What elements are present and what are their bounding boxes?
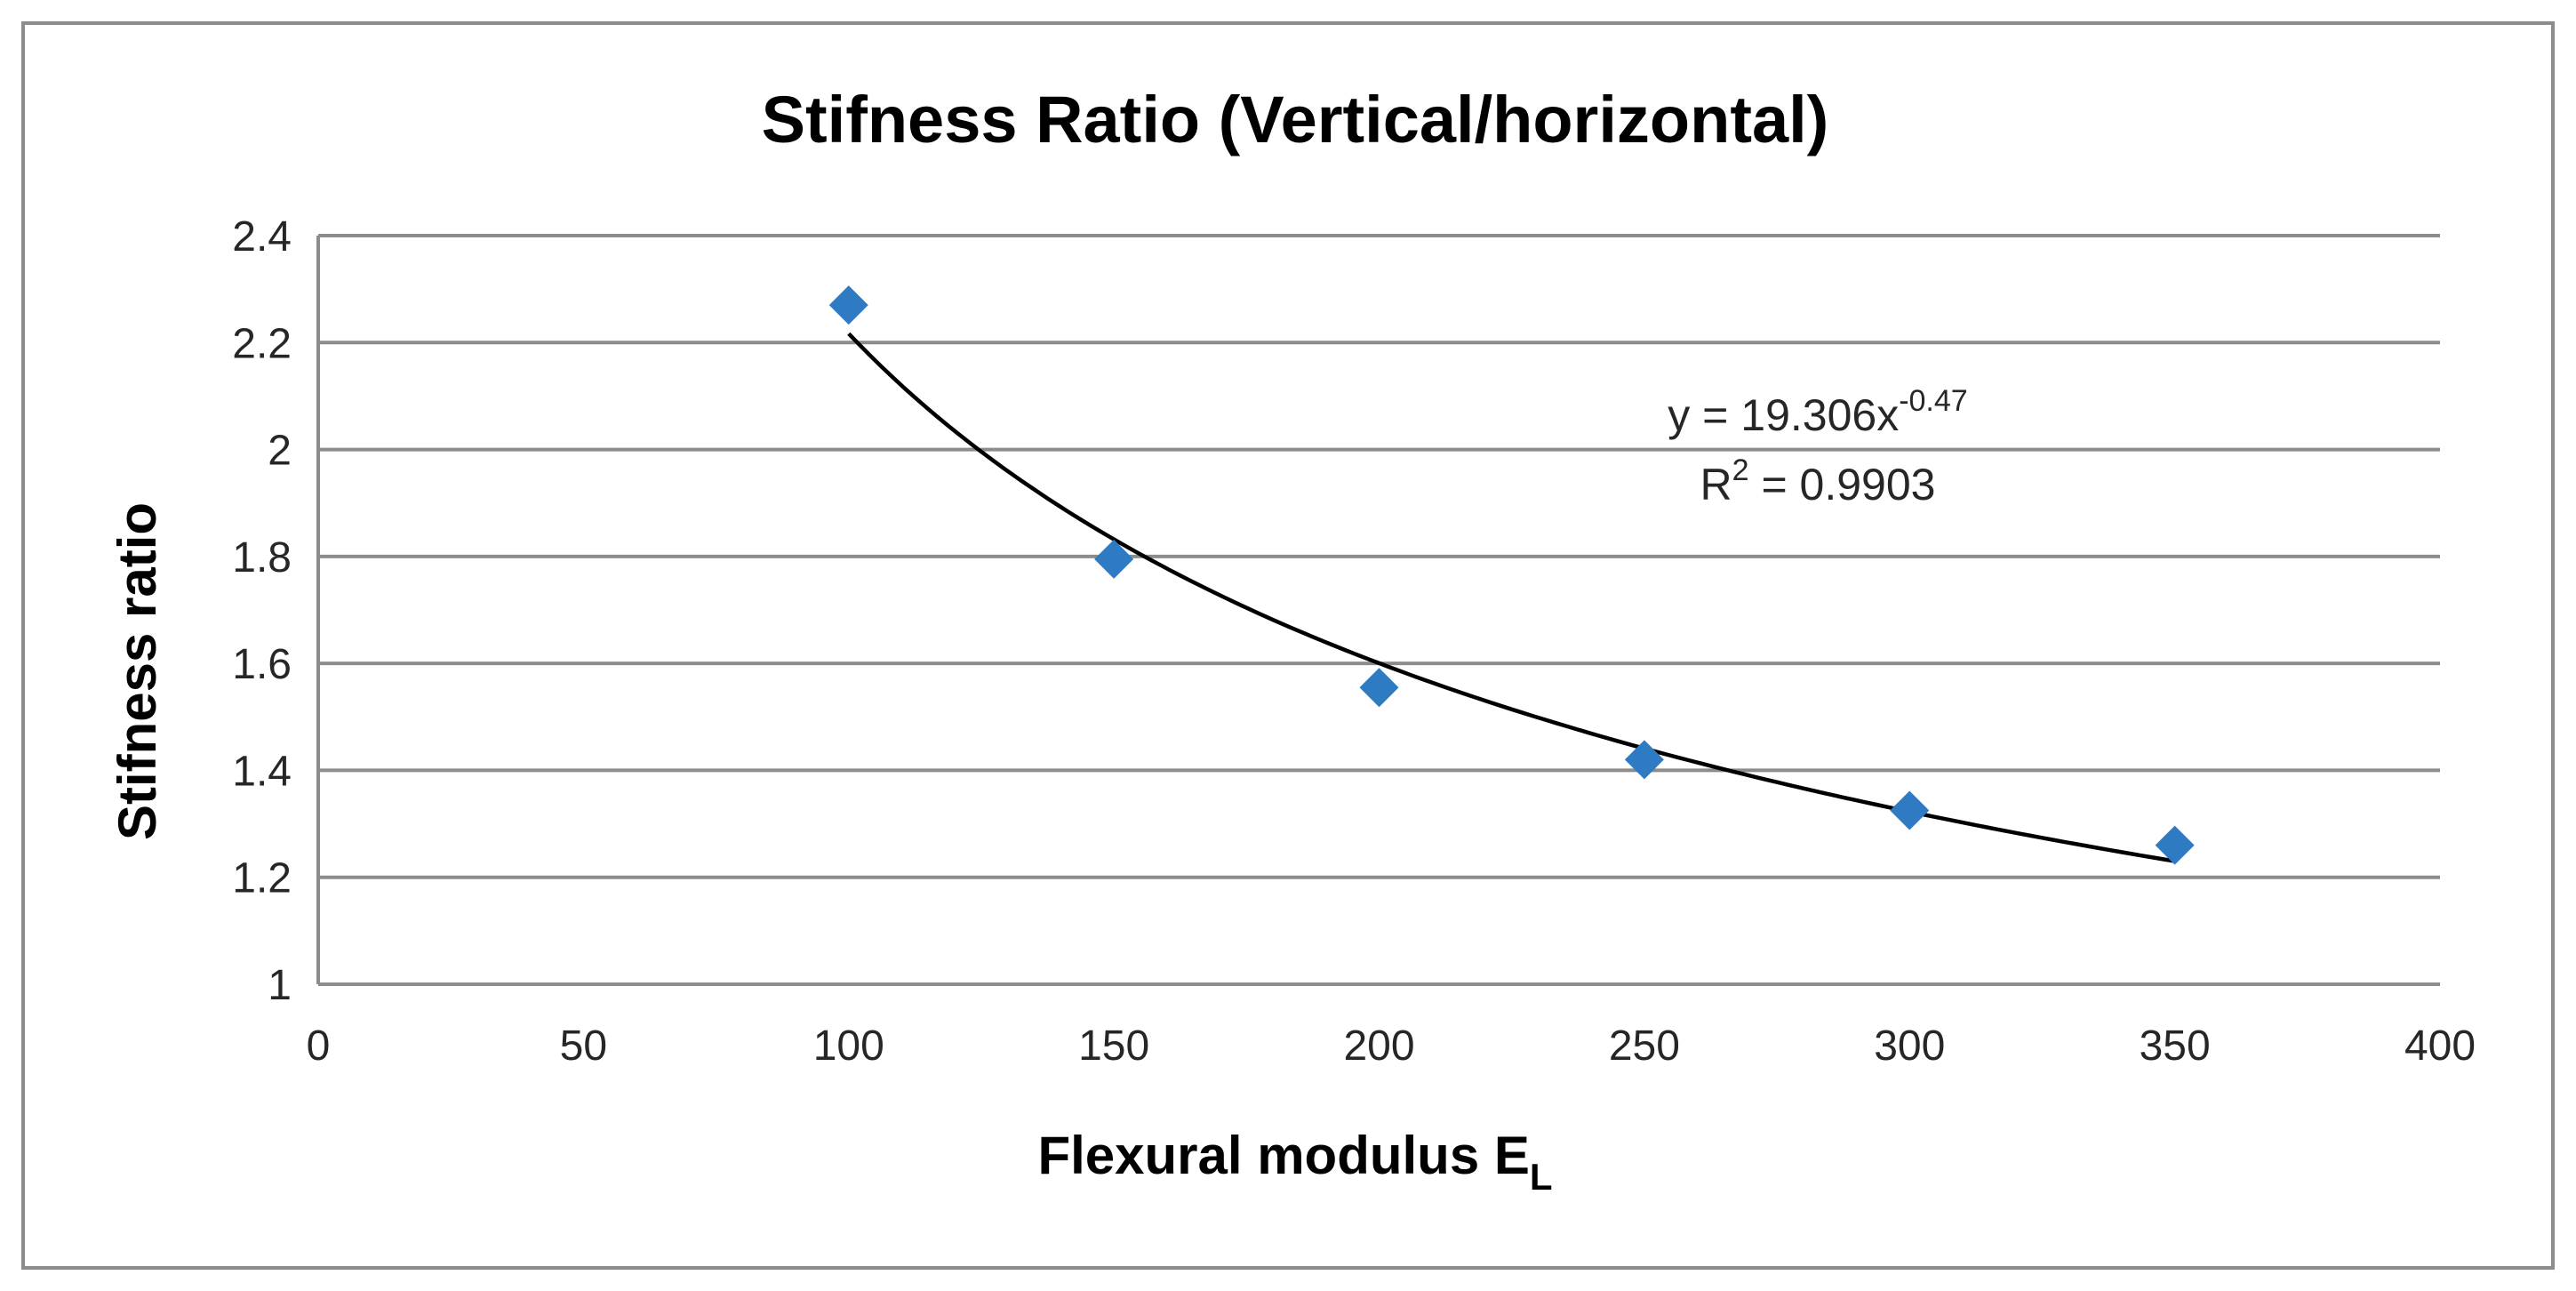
- x-tick-label: 150: [1078, 1022, 1149, 1070]
- data-point-diamond: [1094, 539, 1134, 579]
- x-tick-label: 50: [560, 1022, 607, 1070]
- data-point-diamond: [828, 285, 868, 325]
- trendline-equation-base: y = 19.306x: [1668, 390, 1899, 440]
- y-axis-title: Stifness ratio: [108, 502, 167, 840]
- chart-title: Stifness Ratio (Vertical/horizontal): [762, 83, 1829, 156]
- y-tick-label: 2.2: [232, 320, 292, 367]
- y-tick-label: 1.8: [232, 534, 292, 581]
- y-tick-label: 2.4: [232, 213, 292, 261]
- x-tick-label: 100: [813, 1022, 884, 1070]
- power-trendline: [847, 332, 2175, 863]
- data-point-diamond: [1890, 790, 1930, 830]
- x-axis-title-text: Flexural modulus E: [1037, 1126, 1529, 1185]
- r-squared-value: = 0.9903: [1749, 460, 1936, 509]
- chart-frame: [21, 21, 2555, 1270]
- x-axis-title: Flexural modulus EL: [1037, 1126, 1552, 1198]
- r-squared-letter: R: [1700, 460, 1732, 509]
- x-tick-label: 250: [1609, 1022, 1680, 1070]
- axes: [316, 236, 2440, 986]
- x-tick-label: 200: [1343, 1022, 1414, 1070]
- y-tick-labels: 1 1.2 1.4 1.6 1.8 2 2.2 2.4: [232, 213, 292, 1009]
- y-tick-label: 1.2: [232, 855, 292, 902]
- data-point-diamond: [2155, 825, 2195, 865]
- trendline-equation-exponent: -0.47: [1899, 384, 1968, 418]
- r-squared-power: 2: [1732, 453, 1749, 487]
- y-tick-label: 1.4: [232, 748, 292, 795]
- trendline-r-squared: R2 = 0.9903: [1700, 453, 1936, 509]
- data-points: [828, 285, 2195, 865]
- y-tick-label: 1.6: [232, 641, 292, 688]
- y-tick-label: 2: [268, 428, 292, 475]
- x-tick-label: 300: [1874, 1022, 1945, 1070]
- x-tick-label: 0: [307, 1022, 331, 1070]
- y-tick-label: 1: [268, 962, 292, 1009]
- x-tick-labels: 0 50 100 150 200 250 300 350 400: [307, 1022, 2476, 1070]
- x-axis-title-subscript: L: [1530, 1156, 1553, 1198]
- data-point-diamond: [1624, 740, 1664, 780]
- data-point-diamond: [1359, 668, 1399, 708]
- trendline-equation: y = 19.306x-0.47: [1668, 384, 1967, 440]
- x-tick-label: 400: [2404, 1022, 2476, 1070]
- x-tick-label: 350: [2140, 1022, 2211, 1070]
